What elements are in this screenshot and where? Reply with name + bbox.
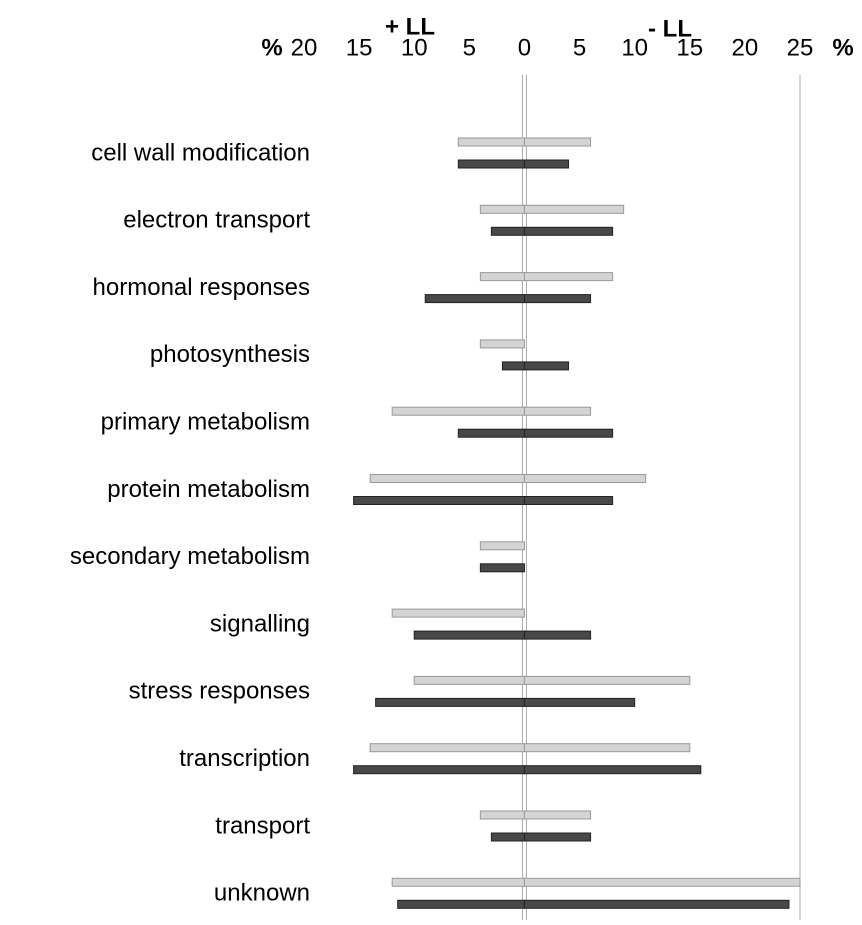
x-tick-label: 15 [346, 34, 373, 61]
bar [413, 675, 525, 685]
bar [479, 563, 525, 573]
bar [523, 899, 790, 909]
bar [413, 630, 525, 640]
category-label: transcription [179, 745, 310, 772]
bar [501, 361, 525, 371]
bar [523, 877, 801, 887]
category-label: transport [215, 812, 310, 839]
bar [457, 159, 525, 169]
bar [523, 272, 614, 282]
x-tick-label: 10 [401, 34, 428, 61]
bar [391, 877, 525, 887]
bar [523, 361, 570, 371]
category-label: protein metabolism [107, 476, 310, 503]
bar [523, 159, 570, 169]
bar [479, 272, 525, 282]
category-label: unknown [214, 880, 310, 907]
bar [353, 765, 525, 775]
x-tick-label: 5 [573, 34, 586, 61]
bar [523, 496, 614, 505]
category-label: primary metabolism [101, 409, 310, 436]
bar [523, 294, 592, 304]
bar [523, 428, 614, 438]
bar [523, 474, 647, 483]
x-tick-label: 20 [732, 34, 759, 61]
category-label: secondary metabolism [70, 543, 310, 570]
bar [523, 406, 592, 416]
category-label: signalling [210, 610, 310, 637]
bar [479, 339, 525, 349]
bar [490, 226, 525, 236]
bar [523, 630, 592, 640]
x-tick-label: 10 [621, 34, 648, 61]
category-label: cell wall modification [91, 139, 310, 166]
bar [457, 137, 525, 147]
bar [523, 697, 636, 707]
bar [353, 496, 525, 505]
left-header: + LL [385, 13, 435, 40]
bar [490, 832, 525, 842]
bar [424, 294, 525, 304]
bar [391, 406, 525, 416]
unit-left: % [261, 34, 282, 61]
bar [523, 226, 614, 236]
x-tick-label: 25 [787, 34, 814, 61]
bar [523, 204, 625, 214]
x-tick-label: 5 [463, 34, 476, 61]
bar [523, 832, 592, 842]
bar [375, 697, 525, 707]
category-label: hormonal responses [93, 274, 310, 301]
category-label: photosynthesis [150, 341, 310, 368]
bar [523, 675, 691, 685]
x-tick-label: 20 [291, 34, 318, 61]
bar [523, 743, 691, 753]
bar [369, 474, 525, 483]
bar [523, 137, 592, 147]
bar [523, 810, 592, 820]
bar [391, 608, 525, 618]
bar [523, 765, 702, 775]
bar [369, 743, 525, 753]
bar [457, 428, 525, 438]
bar [397, 899, 525, 909]
bar [479, 204, 525, 214]
bar [479, 810, 525, 820]
category-label: electron transport [123, 207, 310, 234]
unit-right: % [832, 34, 853, 61]
bar [479, 541, 525, 551]
right-header: - LL [648, 15, 692, 42]
category-label: stress responses [129, 678, 310, 705]
x-tick-label: 15 [676, 34, 703, 61]
x-tick-label: 0 [518, 34, 531, 61]
